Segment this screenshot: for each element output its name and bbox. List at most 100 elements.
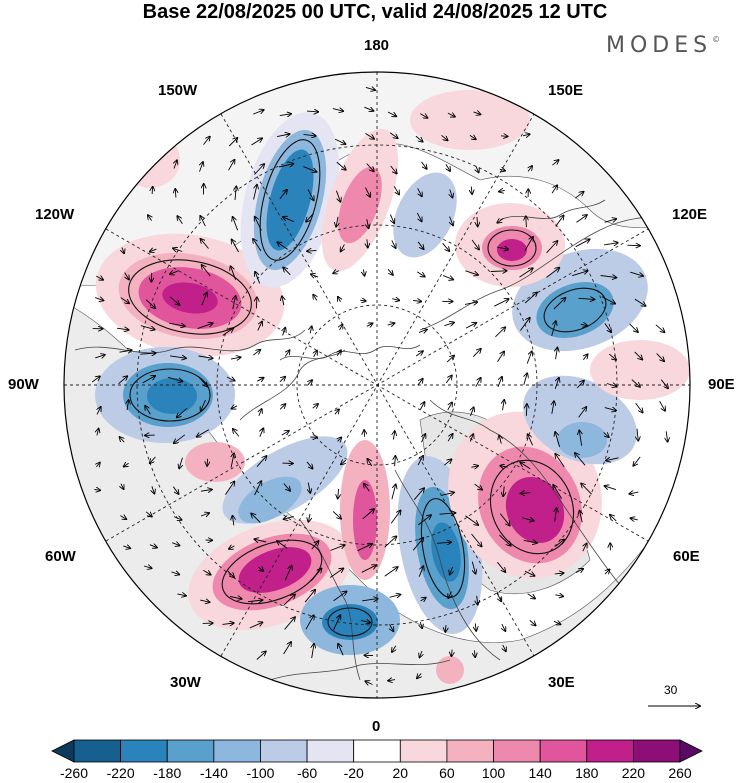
colorbar-swatch (73, 739, 122, 763)
wind-vector (439, 513, 456, 514)
wind-vector (475, 623, 476, 631)
wind-vector (366, 323, 373, 326)
wind-vector (522, 518, 534, 521)
wind-vector (604, 243, 618, 245)
wind-vector (417, 456, 423, 466)
anomaly-positive-165e-small (410, 90, 530, 150)
colorbar-swatch (493, 739, 541, 763)
colorbar-swatch (586, 739, 634, 763)
wind-vector (579, 430, 581, 446)
wind-vector (631, 379, 640, 387)
anomaly-negative-90w-core (147, 378, 197, 414)
wind-vector (225, 481, 234, 495)
wind-vector (307, 250, 317, 251)
wind-vector (367, 219, 369, 228)
wind-vector (281, 431, 289, 436)
wind-vector (97, 407, 101, 415)
colorbar-label: -20 (343, 765, 364, 781)
wind-vector (305, 615, 314, 630)
wind-vector (360, 620, 370, 622)
wind-vector (247, 600, 263, 602)
colorbar-swatch (399, 739, 448, 763)
wind-vector (503, 644, 506, 651)
wind-vector (471, 239, 479, 250)
wind-vector (499, 534, 510, 546)
wind-vector (338, 644, 344, 656)
wind-vector (604, 219, 617, 223)
wind-vector (417, 379, 423, 386)
colorbar-label: -220 (106, 765, 135, 781)
wind-vector (256, 297, 257, 309)
wind-vector (330, 545, 344, 551)
colorbar-label: -60 (296, 765, 318, 781)
wind-vector (526, 404, 527, 416)
wind-vector (477, 216, 478, 226)
wind-vector (448, 591, 451, 599)
wind-vector (313, 295, 317, 301)
wind-vector (338, 297, 341, 302)
wind-vector (546, 268, 560, 278)
wind-vector (277, 541, 288, 549)
wind-vector (387, 323, 395, 325)
colorbar-swatch (213, 739, 261, 763)
anomaly-positive-90e (590, 340, 690, 400)
wind-vector (384, 536, 397, 548)
wind-vector (450, 566, 453, 575)
wind-vector (583, 354, 587, 360)
wind-vector (306, 111, 318, 112)
wind-vector (437, 542, 451, 543)
wind-vector (465, 270, 478, 275)
colorbar-swatch (679, 739, 703, 763)
wind-vector (391, 484, 396, 500)
wind-vector (201, 239, 209, 249)
wind-vector (283, 217, 295, 223)
wind-vector (232, 406, 238, 409)
wind-vector (442, 242, 450, 251)
wind-vector (610, 515, 617, 522)
wind-vector (228, 160, 235, 171)
wind-vector (546, 241, 558, 254)
wind-vector (173, 517, 182, 520)
anomaly-negative-20w-core (322, 604, 378, 640)
wind-vector (606, 384, 617, 387)
wind-vector (551, 321, 556, 337)
wind-vector (519, 268, 533, 278)
wind-vector (364, 430, 365, 437)
wind-vector (469, 135, 476, 139)
wind-vector (222, 328, 234, 336)
label-60e: 60E (673, 548, 700, 565)
wind-vector (490, 271, 507, 272)
map-disk (64, 72, 690, 698)
wind-vector (555, 508, 557, 522)
wind-vector (97, 429, 99, 436)
wind-vector (415, 351, 423, 357)
reference-vector-label: 30 (664, 683, 678, 697)
wind-vector (497, 377, 502, 388)
wind-vector (118, 376, 128, 385)
wind-vector (145, 299, 155, 309)
anomaly-positive-75w (185, 442, 245, 482)
wind-vector (634, 351, 643, 360)
wind-vector (417, 188, 422, 196)
wind-vector (392, 645, 396, 652)
wind-vector (259, 409, 262, 416)
wind-vector (96, 276, 103, 280)
wind-vector (256, 651, 266, 660)
wind-vector (332, 511, 341, 518)
wind-vector (528, 434, 534, 446)
wind-vector (390, 165, 397, 174)
wind-vector (336, 216, 338, 227)
wind-vector (575, 569, 583, 573)
wind-vector (284, 566, 292, 581)
wind-vector (172, 543, 179, 546)
wind-vector (605, 569, 610, 574)
wind-vector (502, 623, 506, 631)
wind-vector (451, 649, 452, 657)
wind-vector (202, 265, 211, 277)
wind-vector (360, 300, 366, 301)
colorbar-swatch (632, 739, 681, 763)
wind-vector (500, 136, 508, 137)
wind-vector (444, 459, 451, 466)
wind-vector (476, 166, 479, 172)
wind-vector (364, 107, 373, 111)
